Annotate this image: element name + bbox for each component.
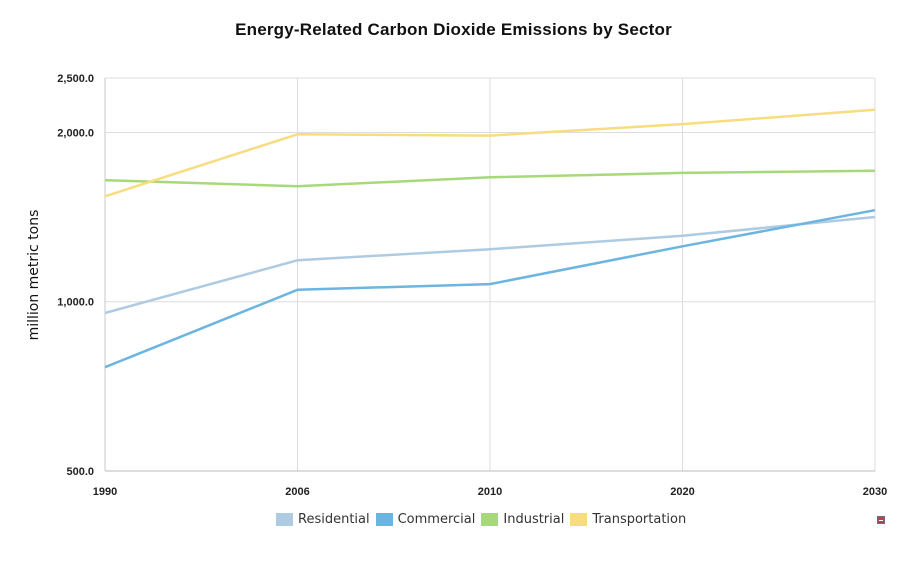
series-line-industrial <box>104 169 876 188</box>
export-icon[interactable] <box>877 516 885 524</box>
grid-lines <box>105 77 876 472</box>
x-tick-label: 2020 <box>670 486 694 498</box>
x-tick-label: 2010 <box>478 486 502 498</box>
legend-swatch <box>276 513 293 526</box>
y-tick-label: 2,000.0 <box>57 127 94 139</box>
series-line-residential <box>104 215 876 315</box>
legend: Residential Commercial Industrial Transport… <box>276 512 692 527</box>
x-tick-label: 2006 <box>285 486 309 498</box>
legend-swatch <box>375 513 393 526</box>
series-group <box>104 108 876 369</box>
y-tick-label: 1,000.0 <box>57 297 94 309</box>
legend-item-commercial[interactable]: Commercial <box>375 512 476 527</box>
legend-item-residential[interactable]: Residential <box>276 512 370 527</box>
x-tick-label: 2030 <box>863 486 887 498</box>
legend-label: Transportation <box>592 512 687 527</box>
legend-label: Residential <box>298 512 370 527</box>
legend-label: Industrial <box>503 512 565 527</box>
legend-item-industrial[interactable]: Industrial <box>481 512 564 527</box>
axis-labels: 500.0 1,000.0 2,000.0 2,500.0 1990 2006 2010 20… <box>57 73 887 498</box>
y-tick-label: 500.0 <box>66 466 94 478</box>
chart-title: Energy-Related Carbon Dioxide Emissions … <box>235 20 672 39</box>
legend-item-transportation[interactable]: Transportation <box>570 512 686 527</box>
y-tick-label: 2,500.0 <box>57 73 94 85</box>
x-tick-label: 1990 <box>93 486 117 498</box>
axes <box>104 78 875 472</box>
legend-swatch <box>570 513 588 526</box>
series-line-commercial <box>104 208 876 369</box>
series-line-transportation <box>104 108 876 198</box>
legend-swatch <box>481 513 499 526</box>
y-axis-label: million metric tons <box>26 210 42 341</box>
legend-label: Commercial <box>397 512 476 527</box>
